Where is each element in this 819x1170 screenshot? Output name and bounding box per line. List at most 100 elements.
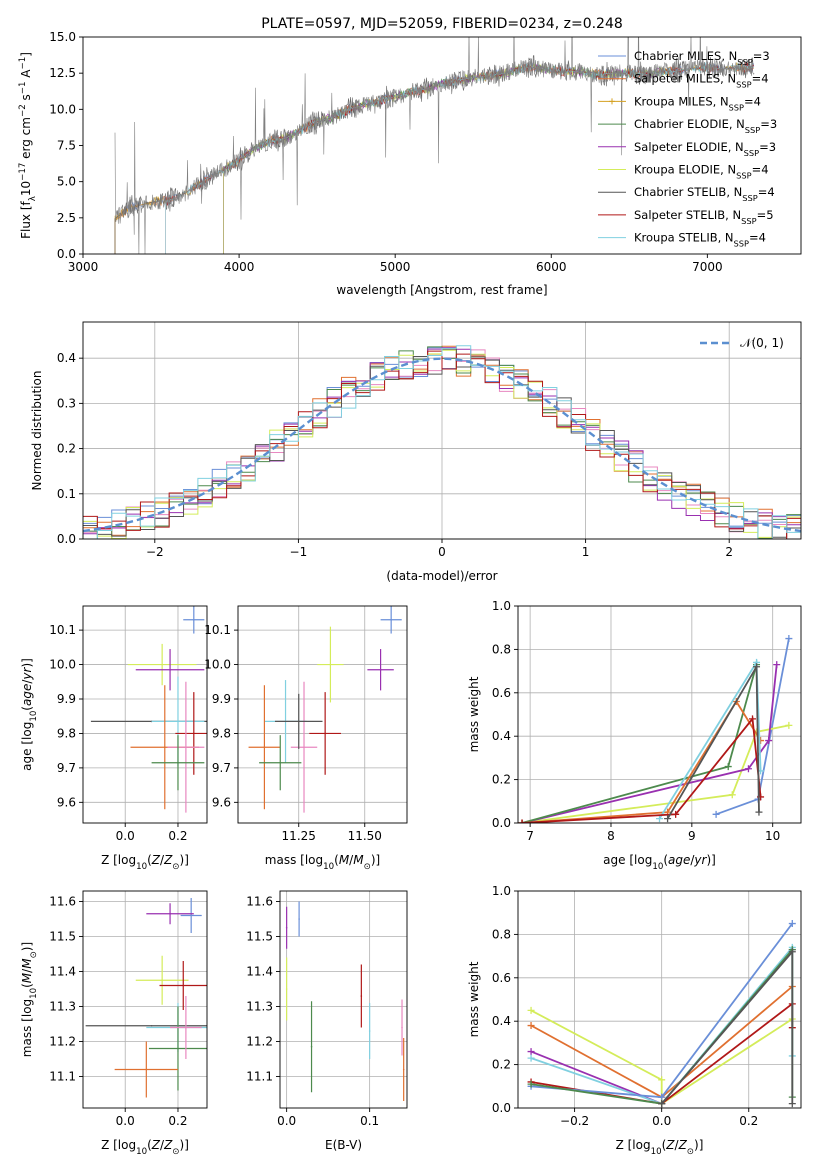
mass-vs-Z-xlabel: Z [log10(Z/Z⊙)] [101,1138,189,1157]
age-vs-mass-ytick-label: 9.6 [212,795,231,809]
label-part: SSP [734,239,749,249]
mass-weight-marker [527,1048,535,1056]
massweight-vs-age-xlabel: age [log10(age/yr)] [603,853,716,872]
legend-label: Chabrier ELODIE, NSSP=3 [634,117,777,135]
spectrum-ytick-label: 7.5 [57,139,76,153]
massweight-vs-Z-ytick-label: 0.8 [492,927,511,941]
legend-label: Chabrier STELIB, NSSP=4 [634,185,775,203]
spectrum-ytick-label: 15.0 [49,30,76,44]
massweight-vs-Z-xlabel: Z [log10(Z/Z⊙)] [616,1138,704,1157]
text-layer: 3000 4000 5000 6000 70000.02.55.07.510.012.5… [18,16,784,1157]
axes-layer [79,36,802,1112]
label-part: Chabrier STELIB, N [634,185,742,199]
label-part: yr [20,666,34,680]
label-part: age [668,853,690,867]
label-part: Z [log [616,1138,651,1152]
data-point [303,746,305,749]
mass-vs-Z-ytick-label: 11.6 [49,895,76,909]
mass-weight-marker [656,815,663,823]
data-point [177,1047,179,1050]
age-vs-Z-ylabel: age [log10(age/yr)] [20,658,39,771]
label-part: Chabrier MILES, N [634,49,737,63]
label-part: ( [147,853,152,867]
spectrum-ytick-label: 2.5 [57,211,76,225]
label-part: 10 [651,1147,662,1157]
label-part: Z [665,1138,675,1152]
histogram-ytick-label: 0.1 [57,487,76,501]
label-part: SSP [737,57,752,67]
histogram-xlabel: (data-model)/error [386,569,497,583]
data-point [185,1026,187,1029]
label-part: Kroupa ELODIE, N [634,163,736,177]
legend-label: Kroupa STELIB, NSSP=4 [634,231,766,249]
massweight-vs-Z-ytick-label: 1.0 [492,884,511,898]
histogram-xtick-label: 1 [582,545,590,559]
label-part: SSP [745,125,760,135]
mass-weight-marker [788,1100,796,1108]
massweight-vs-Z-ylabel: mass weight [467,961,481,1037]
mass-weight-line [666,663,760,820]
mass-weight-marker [773,661,781,669]
massweight-vs-age-ylabel: mass weight [467,676,481,752]
mass-weight-marker [527,1054,535,1062]
histogram-steps [83,345,801,539]
mass-weight-marker [518,819,526,823]
massweight-vs-Z-ytick-label: 0.2 [492,1058,511,1072]
data-point [368,1030,371,1032]
label-part: Z [163,1138,173,1152]
histogram-legend-label: 𝒩(0, 1) [740,336,784,350]
label-part: 10 [323,862,334,872]
spectrum-data-line [114,37,755,254]
spectrum-xtick-label: 5000 [380,260,411,274]
massweight-vs-Z-xtick-label: 0.2 [739,1114,758,1128]
mass-weight-marker [785,721,793,729]
age-vs-Z-ytick-label: 9.8 [57,726,76,740]
label-part: / [349,853,354,867]
data-point [150,1024,153,1027]
spectrum-ytick-label: 0.0 [57,247,76,261]
label-part: SSP [744,148,759,158]
mass-vs-Z-ytick-label: 11.1 [49,1070,76,1084]
massweight-vs-age-lines [518,635,793,823]
data-point [379,668,382,671]
label-part: ( [20,983,34,988]
mass-weight-marker [765,737,773,745]
label-part: ⊙ [364,862,371,872]
legend-label: Salpeter ELODIE, NSSP=3 [634,140,776,158]
age-vs-Z-xlabel: Z [log10(Z/Z⊙)] [101,853,189,872]
mass-vs-Z-ytick-label: 11.5 [49,930,76,944]
mass-vs-EBV-xtick-label: 0.1 [360,1114,379,1128]
age-vs-mass-xtick-label: 11.25 [282,829,316,843]
data-point [324,732,326,735]
age-vs-mass-xlabel: mass [log10(M/M⊙)] [265,853,380,872]
label-part: SSP [741,216,756,226]
histogram-xtick-label: −2 [146,545,164,559]
label-part: ] [19,52,33,57]
mass-weight-marker [658,1076,666,1084]
label-part: Kroupa MILES, N [634,94,729,108]
data-point [310,1045,313,1048]
spectrum-xtick-label: 7000 [692,260,723,274]
spectrum-ytick-label: 12.5 [49,66,76,80]
label-part: ( [20,706,34,711]
histogram-ylabel: Normed distribution [30,371,44,491]
label-part: 10 [652,862,663,872]
mass-weight-marker [755,808,763,816]
mass-vs-EBV-ytick-label: 11.2 [246,1035,273,1049]
label-part: s [19,94,33,104]
mass-weight-marker [748,715,756,723]
data-point [329,663,332,666]
label-part: )] [371,853,380,867]
histogram-xtick-label: −1 [290,545,308,559]
label-part: −1 [18,57,28,70]
mass-vs-EBV-ytick-label: 11.4 [246,965,273,979]
label-part: M [339,853,350,867]
label-part: Z [151,1138,161,1152]
spectrum-ytick-label: 10.0 [49,102,76,116]
label-part: Kroupa STELIB, N [634,231,734,245]
mass-weight-line [521,664,778,823]
mass-weight-marker [527,1006,535,1014]
label-part: age [log [20,722,34,771]
mass-weight-marker [527,1080,535,1088]
data-point [185,746,187,749]
